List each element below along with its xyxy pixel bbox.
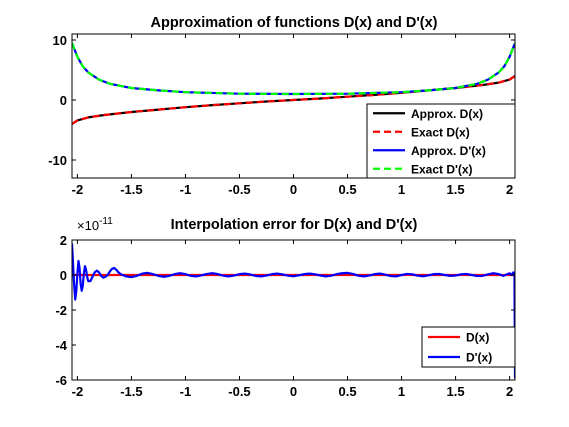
x-tick-label: -0.5 bbox=[228, 182, 250, 197]
top-plot-legend: Approx. D(x) Exact D(x) Approx. D'(x) Exact… bbox=[366, 103, 516, 179]
series-line-4 bbox=[72, 42, 515, 96]
y-tick-label: 0 bbox=[60, 268, 67, 283]
bottom-plot-legend: D(x) D'(x) bbox=[421, 326, 516, 368]
x-tick-label: -2 bbox=[72, 182, 84, 197]
exponent-power: -11 bbox=[99, 216, 113, 227]
legend-label: Approx. D'(x) bbox=[411, 144, 486, 158]
y-tick-label: -10 bbox=[48, 153, 67, 168]
bottom-plot-series bbox=[72, 243, 515, 379]
x-tick-label: 0.5 bbox=[338, 384, 356, 399]
x-tick-label: 1.5 bbox=[447, 182, 465, 197]
series-line-2 bbox=[72, 75, 515, 125]
x-tick-label: 1 bbox=[398, 182, 405, 197]
legend-label: Exact D'(x) bbox=[411, 162, 473, 176]
y-tick-label: 2 bbox=[60, 233, 67, 248]
y-tick-label: -2 bbox=[55, 303, 67, 318]
y-tick-label: 10 bbox=[53, 33, 67, 48]
x-tick-label: 2 bbox=[506, 384, 513, 399]
legend-label: D'(x) bbox=[466, 351, 492, 365]
bottom-plot-title: Interpolation error for D(x) and D'(x) bbox=[171, 217, 418, 233]
x-tick-label: 1.5 bbox=[447, 384, 465, 399]
bottom-plot-ticks: -2 -1.5 -1 -0.5 0 0.5 1 1.5 2 -6 -4 -2 0 2 bbox=[55, 233, 515, 399]
y-tick-label: -6 bbox=[55, 373, 67, 388]
legend-label: Approx. D(x) bbox=[411, 107, 483, 121]
top-plot-ticks: -2 -1.5 -1 -0.5 0 0.5 1 1.5 2 -10 0 10 bbox=[48, 33, 515, 197]
x-tick-label: -0.5 bbox=[228, 384, 250, 399]
x-tick-label: -1.5 bbox=[120, 384, 142, 399]
legend-box bbox=[366, 103, 516, 179]
bottom-plot-exponent: ×10-11 bbox=[77, 216, 113, 233]
legend-box bbox=[421, 326, 516, 368]
legend-label: D(x) bbox=[466, 331, 489, 345]
y-tick-label: 0 bbox=[60, 93, 67, 108]
x-tick-label: 0.5 bbox=[338, 182, 356, 197]
x-tick-label: 2 bbox=[506, 182, 513, 197]
x-tick-label: 1 bbox=[398, 384, 405, 399]
legend-label: Exact D(x) bbox=[411, 125, 470, 139]
top-plot-series bbox=[72, 42, 515, 125]
bottom-plot: Interpolation error for D(x) and D'(x) ×… bbox=[55, 216, 516, 399]
top-plot: Approximation of functions D(x) and D'(x… bbox=[48, 15, 516, 197]
y-tick-label: -4 bbox=[55, 338, 67, 353]
x-tick-label: 0 bbox=[290, 182, 297, 197]
x-tick-label: -2 bbox=[72, 384, 84, 399]
series-line-2 bbox=[72, 243, 515, 379]
x-tick-label: -1 bbox=[180, 384, 192, 399]
top-plot-title: Approximation of functions D(x) and D'(x… bbox=[151, 15, 438, 31]
x-tick-label: 0 bbox=[290, 384, 297, 399]
x-tick-label: -1 bbox=[180, 182, 192, 197]
x-tick-label: -1.5 bbox=[120, 182, 142, 197]
exponent-base: ×10 bbox=[77, 218, 99, 233]
